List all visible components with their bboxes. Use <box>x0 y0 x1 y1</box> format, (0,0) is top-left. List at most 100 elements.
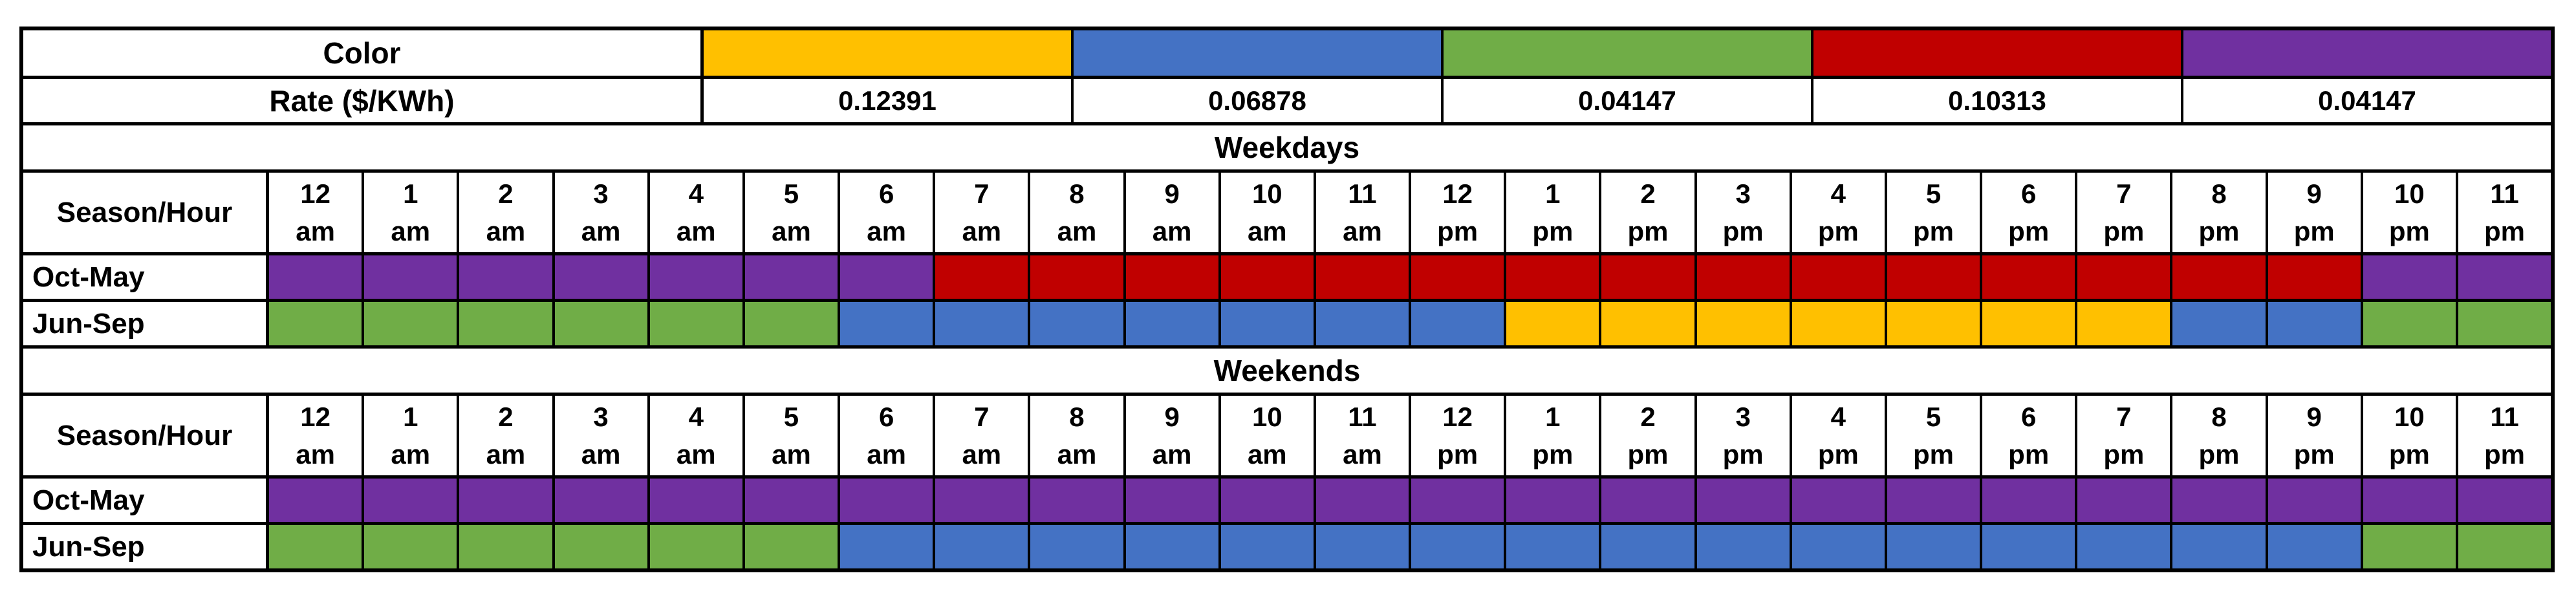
rate-cell-purple <box>2265 479 2361 522</box>
hour-number: 7 <box>974 401 990 432</box>
rate-value: 0.10313 <box>1811 79 2181 122</box>
hour-header: 8 pm <box>2170 173 2265 252</box>
hour-header: 8 am <box>1028 396 1123 475</box>
hour-number: 6 <box>878 178 894 209</box>
hour-number: 12 <box>300 178 330 209</box>
hour-header: 4 pm <box>1789 396 1885 475</box>
weekends-hours-row: Season/Hour 12 am 1 am 2 am 3 am 4 am 5 am 6 am 7 am 8 am… <box>23 393 2551 475</box>
rate-cell-blue <box>838 525 933 568</box>
hour-number: 7 <box>2116 178 2132 209</box>
rate-cell-green <box>269 302 362 345</box>
legend-swatch-purple <box>2181 30 2551 76</box>
hour-header: 7 am <box>933 396 1028 475</box>
hour-meridiem: pm <box>1437 438 1478 469</box>
hour-number: 7 <box>2116 401 2132 432</box>
rate-cell-purple <box>933 479 1028 522</box>
rate-cell-yellow <box>1980 302 2075 345</box>
hour-meridiem: am <box>1343 438 1382 469</box>
rate-cell-red <box>1599 255 1694 299</box>
rate-cell-purple <box>552 479 647 522</box>
rate-cell-red <box>1409 255 1504 299</box>
weekends-oct-may-cells <box>266 479 2551 522</box>
hour-header: 10 am <box>1218 173 1314 252</box>
hour-meridiem: pm <box>2484 215 2526 246</box>
rate-cell-red <box>933 255 1028 299</box>
hour-meridiem: am <box>581 438 621 469</box>
hour-header: 7 am <box>933 173 1028 252</box>
hour-number: 12 <box>1442 401 1473 432</box>
rate-cell-green <box>552 525 647 568</box>
hour-header: 3 pm <box>1694 396 1790 475</box>
hour-meridiem: am <box>1152 438 1192 469</box>
rate-cell-blue <box>1123 302 1218 345</box>
rate-cell-blue <box>2265 525 2361 568</box>
rate-cell-purple <box>457 255 552 299</box>
weekends-oct-may-row: Oct-May <box>23 475 2551 522</box>
rate-cell-purple <box>552 255 647 299</box>
rate-cell-purple <box>457 479 552 522</box>
weekdays-hour-headers: 12 am 1 am 2 am 3 am 4 am 5 am 6 am 7 am 8 am 9 am 10 am 11 am 1… <box>266 173 2551 252</box>
legend-swatch-red <box>1811 30 2181 76</box>
hour-number: 1 <box>1545 178 1561 209</box>
hour-meridiem: pm <box>1627 438 1669 469</box>
hour-number: 2 <box>498 178 514 209</box>
hour-meridiem: am <box>486 215 526 246</box>
hour-header: 9 am <box>1123 173 1218 252</box>
hour-header: 3 am <box>552 396 647 475</box>
weekends-jun-sep-row: Jun-Sep <box>23 522 2551 568</box>
rate-cell-purple <box>362 255 457 299</box>
rate-cell-green <box>269 525 362 568</box>
hour-meridiem: am <box>296 438 335 469</box>
rate-cell-purple <box>1218 479 1314 522</box>
hour-meridiem: am <box>676 215 716 246</box>
hour-number: 1 <box>403 178 418 209</box>
rate-cell-purple <box>742 479 838 522</box>
rate-cell-blue <box>1409 302 1504 345</box>
hour-number: 11 <box>1348 178 1377 209</box>
hour-header: 11 am <box>1313 396 1409 475</box>
rate-cell-red <box>1789 255 1885 299</box>
weekends-title-row: Weekends <box>23 345 2551 393</box>
hour-header: 4 am <box>647 396 742 475</box>
weekdays-season-hour-corner: Season/Hour <box>56 196 233 228</box>
hour-number: 2 <box>1640 401 1656 432</box>
hour-number: 8 <box>2211 401 2227 432</box>
rate-cell-blue <box>1599 525 1694 568</box>
hour-header: 12 am <box>269 173 362 252</box>
hour-meridiem: pm <box>1817 215 1859 246</box>
weekends-jun-sep-label: Jun-Sep <box>32 530 145 563</box>
hour-header: 2 pm <box>1599 396 1694 475</box>
hour-header: 8 pm <box>2170 396 2265 475</box>
rate-cell-green <box>457 525 552 568</box>
hour-number: 10 <box>2394 401 2425 432</box>
rate-cell-green <box>2455 302 2551 345</box>
hour-meridiem: pm <box>2293 438 2335 469</box>
hour-meridiem: pm <box>2484 438 2526 469</box>
weekends-jun-sep-cells <box>266 525 2551 568</box>
hour-number: 10 <box>1251 401 1283 432</box>
rate-cell-red <box>1218 255 1314 299</box>
hour-header: 6 am <box>838 396 933 475</box>
rate-cell-blue <box>1218 525 1314 568</box>
hour-meridiem: pm <box>2198 438 2240 469</box>
hour-meridiem: am <box>676 438 716 469</box>
hour-number: 2 <box>498 401 514 432</box>
hour-number: 9 <box>2306 401 2322 432</box>
rate-cell-blue <box>1694 525 1790 568</box>
rate-cell-red <box>1694 255 1790 299</box>
hour-header: 12 am <box>269 396 362 475</box>
hour-meridiem: pm <box>1817 438 1859 469</box>
hour-number: 5 <box>783 401 799 432</box>
legend-swatch-green <box>1441 30 1811 76</box>
hour-meridiem: am <box>581 215 621 246</box>
hour-header: 2 am <box>457 173 552 252</box>
rate-schedule-table: Color Rate ($/KWh) 0.12391 0.06878 0.04147… <box>19 27 2555 572</box>
rate-cell-green <box>742 525 838 568</box>
rate-cell-blue <box>1123 525 1218 568</box>
hour-meridiem: am <box>867 215 906 246</box>
hour-number: 11 <box>1348 401 1377 432</box>
rate-cell-red <box>1884 255 1980 299</box>
hour-meridiem: am <box>1057 215 1097 246</box>
hour-header: 1 am <box>362 173 457 252</box>
rate-cell-blue <box>1028 302 1123 345</box>
